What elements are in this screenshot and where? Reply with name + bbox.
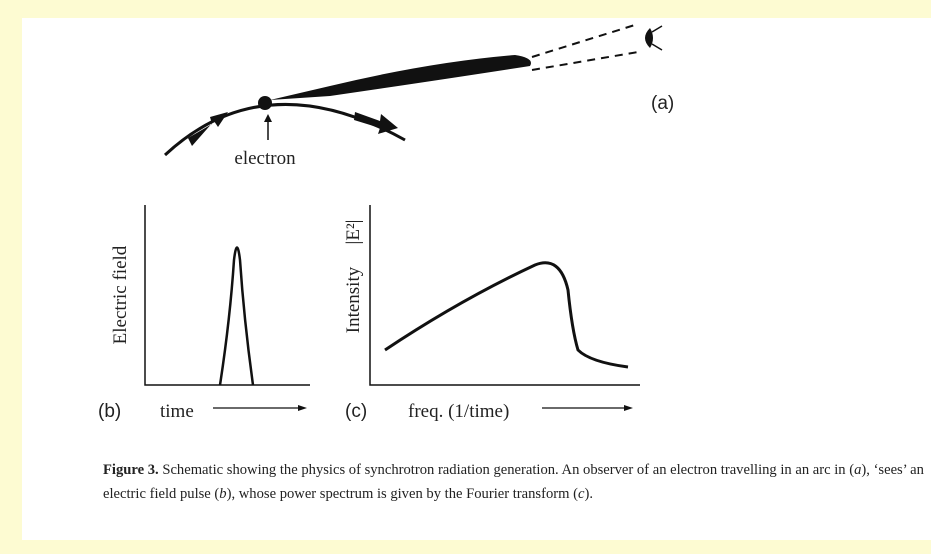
panel-label: (c) <box>345 401 367 422</box>
panel-label: (a) <box>651 93 674 114</box>
caption-ref: c <box>577 486 585 502</box>
radiation-beam <box>270 55 531 100</box>
electron <box>258 96 272 110</box>
caption-text: Schematic showing the physics of synchro… <box>162 462 855 478</box>
axis-arrow-head <box>298 405 307 411</box>
sight-line <box>531 23 639 58</box>
orbit-arrow <box>354 112 398 134</box>
axes <box>144 205 310 386</box>
axes <box>369 205 640 386</box>
pointer-head <box>264 114 272 122</box>
pulse-curve <box>218 246 255 386</box>
eye-lashes <box>651 25 663 51</box>
axis-arrow-head <box>624 405 633 411</box>
y-axis-label: Electric field <box>110 245 131 344</box>
electron-label: electron <box>234 148 296 169</box>
caption-text: ), ‘sees’ an electric field pulse ( <box>103 462 924 502</box>
caption-ref: a <box>854 462 862 478</box>
y-axis-label: Intensity <box>343 266 364 333</box>
sheet <box>22 18 931 540</box>
spectrum-curve <box>384 261 629 369</box>
caption: Figure 3. Schematic showing the physics … <box>103 458 931 506</box>
panel-label: (b) <box>98 401 121 422</box>
x-axis-label: freq. (1/time) <box>408 401 509 422</box>
eye <box>645 28 653 48</box>
caption-text: ). <box>584 486 593 502</box>
x-axis-label: time <box>160 401 194 422</box>
orbit-arrow <box>188 112 228 146</box>
sight-line <box>531 51 639 71</box>
caption-label: Figure 3. <box>103 462 159 478</box>
caption-ref: b <box>219 486 227 502</box>
y-axis-unit: |E²| <box>343 220 364 245</box>
caption-text: ), whose power spectrum is given by the … <box>226 486 578 502</box>
